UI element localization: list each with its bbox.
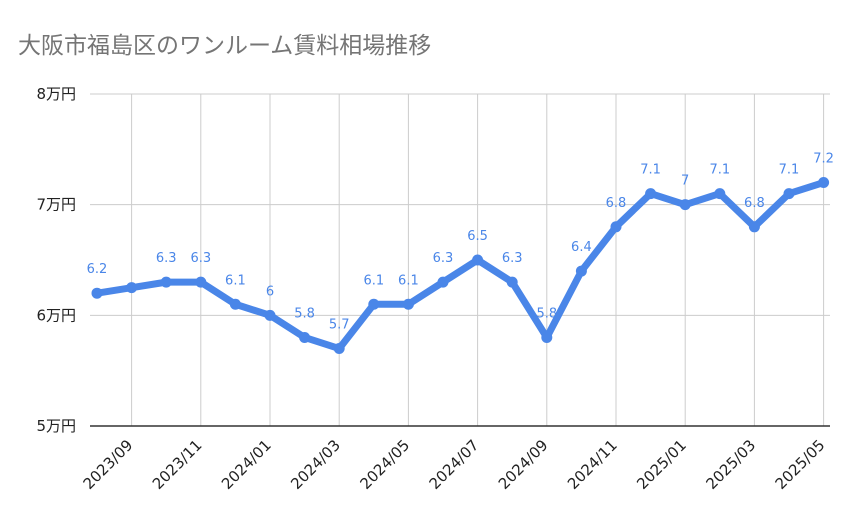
y-tick-label: 8万円 (36, 85, 76, 103)
data-label: 7 (681, 174, 689, 189)
data-point (160, 276, 172, 288)
data-point (229, 298, 241, 310)
label-layer: 6.2 6.3 6.3 6.1 6 5.8 5.7 6.1 6.1 6.3 6.5 6.3 5.8 6.4… (87, 152, 834, 333)
data-point (783, 188, 795, 200)
data-point (575, 265, 587, 277)
data-label: 7.2 (813, 152, 834, 167)
data-label: 7.1 (779, 163, 800, 178)
x-tick-label: 2024/11 (564, 436, 621, 493)
data-label: 6.1 (363, 273, 384, 288)
data-point (679, 199, 691, 211)
grid-layer (90, 93, 830, 426)
y-tick-label: 6万円 (36, 306, 76, 324)
x-tick-label: 2024/03 (287, 436, 344, 493)
data-label: 6.5 (467, 229, 488, 244)
x-tick-label: 2025/05 (772, 436, 829, 493)
data-point (299, 331, 311, 343)
y-tick-label: 7万円 (36, 196, 76, 214)
chart-title: 大阪市福島区のワンルーム賃料相場推移 (18, 33, 432, 59)
x-tick-label: 2023/11 (149, 436, 206, 493)
data-label: 6.3 (502, 251, 523, 266)
x-tick-label: 2023/09 (80, 436, 137, 493)
data-label: 5.7 (329, 318, 350, 333)
data-label: 7.1 (709, 163, 730, 178)
data-label: 5.8 (536, 306, 557, 321)
data-point (472, 254, 484, 266)
data-label: 6.3 (190, 251, 211, 266)
data-point (126, 282, 138, 294)
data-point (748, 221, 760, 233)
data-point (91, 287, 103, 299)
data-point (368, 298, 380, 310)
data-label: 6.3 (156, 251, 177, 266)
data-point (402, 298, 414, 310)
data-point (437, 276, 449, 288)
x-tick-label: 2025/03 (702, 436, 759, 493)
data-label: 6.8 (606, 196, 627, 211)
y-tick-label: 5万円 (36, 417, 76, 435)
data-point (506, 276, 518, 288)
data-point (333, 343, 345, 355)
series-line (93, 179, 828, 353)
x-tick-label: 2024/09 (495, 436, 552, 493)
data-point (264, 309, 276, 321)
data-label: 6 (266, 284, 274, 299)
data-point (645, 188, 657, 200)
series-layer (91, 177, 830, 355)
data-label: 6.8 (744, 196, 765, 211)
data-label: 6.2 (87, 262, 108, 277)
data-label: 5.8 (294, 306, 315, 321)
data-label: 7.1 (640, 163, 661, 178)
x-tick-label: 2024/01 (218, 436, 275, 493)
data-label: 6.4 (571, 240, 592, 255)
x-tick-label: 2025/01 (633, 436, 690, 493)
x-tick-label: 2024/05 (356, 436, 413, 493)
x-tick-label: 2024/07 (426, 436, 483, 493)
data-point (195, 276, 207, 288)
data-point (610, 221, 622, 233)
data-point (541, 331, 553, 343)
data-point (818, 177, 830, 189)
data-label: 6.3 (433, 251, 454, 266)
data-point (714, 188, 726, 200)
data-label: 6.1 (398, 273, 419, 288)
data-label: 6.1 (225, 273, 246, 288)
